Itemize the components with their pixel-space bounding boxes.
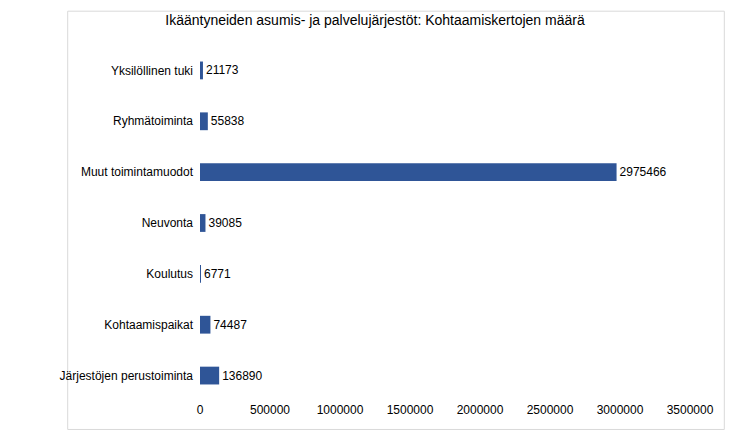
svg-text:1000000: 1000000 [317, 403, 364, 417]
svg-text:3000000: 3000000 [597, 403, 644, 417]
svg-text:136890: 136890 [222, 369, 262, 383]
svg-text:3500000: 3500000 [667, 403, 714, 417]
svg-text:Yksilöllinen tuki: Yksilöllinen tuki [111, 64, 193, 78]
svg-text:55838: 55838 [211, 114, 245, 128]
svg-text:21173: 21173 [206, 63, 239, 77]
svg-text:2500000: 2500000 [527, 403, 574, 417]
svg-text:74487: 74487 [213, 318, 247, 332]
svg-text:Koulutus: Koulutus [146, 267, 193, 281]
svg-text:0: 0 [197, 403, 204, 417]
svg-text:500000: 500000 [250, 403, 290, 417]
svg-text:Järjestöjen perustoiminta: Järjestöjen perustoiminta [60, 369, 194, 383]
svg-text:Neuvonta: Neuvonta [142, 216, 194, 230]
svg-text:2975466: 2975466 [620, 165, 667, 179]
svg-text:2000000: 2000000 [457, 403, 504, 417]
svg-text:Muut toimintamuodot: Muut toimintamuodot [81, 165, 194, 179]
svg-text:1500000: 1500000 [387, 403, 434, 417]
svg-text:Kohtaamispaikat: Kohtaamispaikat [104, 318, 193, 332]
svg-text:Ikääntyneiden asumis- ja palve: Ikääntyneiden asumis- ja palvelujärjestö… [165, 12, 585, 28]
svg-text:Ryhmätoiminta: Ryhmätoiminta [113, 114, 193, 128]
svg-text:39085: 39085 [208, 216, 242, 230]
svg-text:6771: 6771 [204, 267, 231, 281]
